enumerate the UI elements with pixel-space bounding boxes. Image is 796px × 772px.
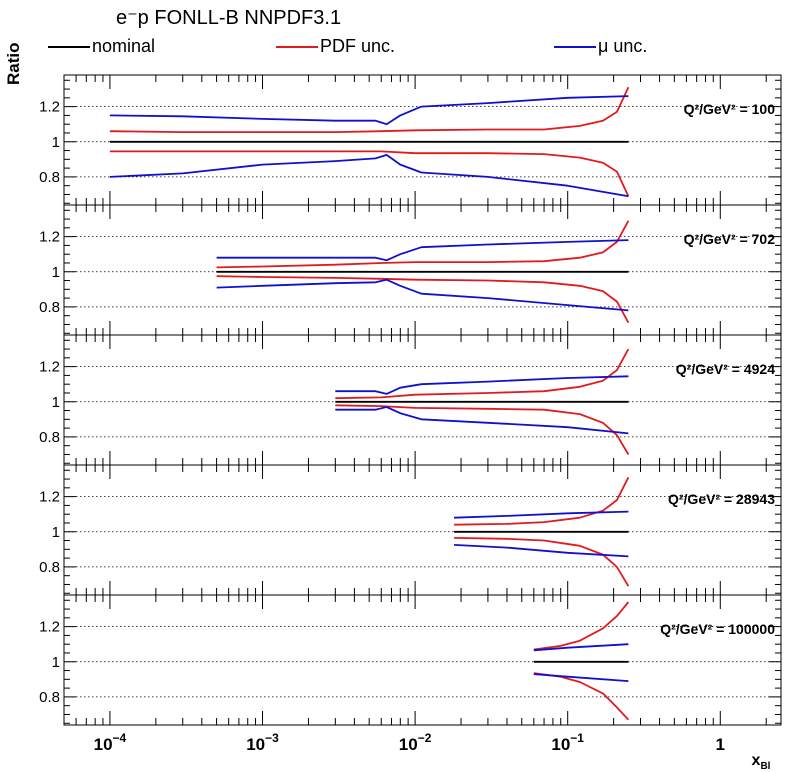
panel-label: Q²/GeV² = 702 [684, 231, 776, 247]
series-line-pdf [533, 601, 630, 651]
chart-title: e⁻p FONLL-B NNPDF3.1 [116, 7, 342, 29]
y-tick-label: 1 [52, 394, 60, 411]
panel-frame [63, 204, 782, 336]
legend-label-pdf: PDF unc. [320, 36, 396, 56]
series-line-pdf [109, 86, 630, 134]
series-line-mu [216, 239, 629, 262]
panel-frame [63, 74, 782, 206]
series-line-pdf [216, 220, 630, 269]
series-line-pdf [454, 476, 630, 526]
y-tick-label: 1 [52, 264, 60, 281]
y-tick-label: 1 [52, 654, 60, 671]
panel-4: 0.8 1 1.2 Q²/GeV² = 28943 [39, 464, 782, 596]
series-line-mu [335, 406, 629, 435]
y-tick-label: 0.8 [39, 169, 60, 186]
y-tick-label: 1.2 [39, 489, 60, 506]
panel-1: 0.8 1 1.2 Q²/GeV² = 100 [39, 74, 782, 206]
series-line-mu [335, 375, 629, 395]
y-tick-label: 1 [52, 134, 60, 151]
x-axis-label: xBl [752, 752, 771, 772]
x-tick-label: 10−1 [551, 731, 584, 754]
y-tick-label: 1.2 [39, 619, 60, 636]
y-tick-label: 0.8 [39, 559, 60, 576]
series-line-mu [109, 153, 629, 198]
panel-2: 0.8 1 1.2 Q²/GeV² = 702 [39, 204, 782, 336]
legend-label-nominal: nominal [92, 36, 156, 56]
series-line-pdf [454, 537, 630, 587]
x-tick-label: 1 [716, 735, 725, 754]
x-tick-label: 10−2 [399, 731, 432, 754]
panel-frame [63, 464, 782, 596]
legend-line-pdf [276, 46, 318, 48]
series-line-mu [533, 643, 629, 652]
y-tick-label: 0.8 [39, 299, 60, 316]
x-tick-label: 10−4 [94, 731, 127, 754]
legend-line-nominal [48, 46, 90, 48]
panel-label: Q²/GeV² = 28943 [668, 491, 775, 507]
panel-label: Q²/GeV² = 100000 [660, 621, 775, 637]
panel-3: 0.8 1 1.2 Q²/GeV² = 4924 [39, 334, 782, 466]
series-line-mu [454, 544, 629, 558]
panel-label: Q²/GeV² = 100 [684, 101, 776, 117]
y-axis-label: Ratio [4, 42, 23, 86]
series-line-mu [109, 95, 629, 126]
y-tick-label: 1 [52, 524, 60, 541]
y-tick-label: 1.2 [39, 229, 60, 246]
panel-5: 0.8 1 1.2 Q²/GeV² = 100000 [39, 594, 782, 726]
series-line-mu [533, 673, 629, 682]
series-line-mu [216, 278, 629, 312]
panel-frame [63, 334, 782, 466]
series-line-pdf [335, 404, 630, 455]
series-line-mu [454, 510, 629, 519]
panel-label: Q²/GeV² = 4924 [676, 361, 775, 377]
y-tick-label: 1.2 [39, 359, 60, 376]
legend-label-mu: μ unc. [598, 36, 648, 56]
x-tick-label: 10−3 [246, 731, 279, 754]
y-tick-label: 0.8 [39, 429, 60, 446]
series-line-pdf [335, 348, 630, 400]
y-tick-label: 1.2 [39, 99, 60, 116]
series-line-pdf [109, 150, 630, 197]
panel-frame [63, 594, 782, 726]
y-tick-label: 0.8 [39, 689, 60, 706]
series-line-pdf [216, 275, 630, 324]
legend-line-mu [554, 46, 596, 48]
